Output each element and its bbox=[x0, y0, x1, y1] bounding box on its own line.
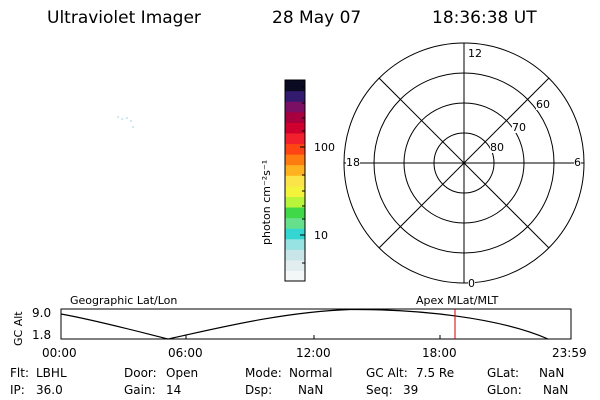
colorbar-frame bbox=[284, 79, 306, 282]
altitude-curve bbox=[60, 308, 549, 340]
status-dsp-label: Dsp: bbox=[245, 383, 273, 397]
colorbar-segment bbox=[285, 249, 305, 261]
status-glon-label: GLon: bbox=[487, 383, 522, 397]
colorbar-segment bbox=[285, 90, 305, 102]
colorbar-segment bbox=[285, 154, 305, 166]
colorbar-segment bbox=[285, 259, 305, 272]
status-seq-label: Seq: bbox=[366, 383, 393, 397]
polar-label-mlt-0: 0 bbox=[468, 277, 475, 290]
colorbar-segment bbox=[285, 164, 305, 176]
timeline-left-label: Geographic Lat/Lon bbox=[70, 294, 178, 307]
observation-time: 18:36:38 UT bbox=[432, 8, 537, 28]
polar-label-lat-60: 60 bbox=[536, 98, 550, 111]
status-ip-label: IP: bbox=[10, 383, 25, 397]
status-mode-label: Mode: bbox=[245, 366, 282, 380]
observation-date: 28 May 07 bbox=[272, 8, 362, 28]
colorbar-segment bbox=[285, 80, 305, 92]
status-gain-label: Gain: bbox=[124, 383, 156, 397]
status-mode-value: Normal bbox=[289, 366, 333, 380]
status-filter-value: LBHL bbox=[36, 366, 67, 380]
status-door-label: Door: bbox=[124, 366, 157, 380]
status-dsp-value: NaN bbox=[298, 383, 324, 397]
colorbar-segment bbox=[285, 196, 305, 208]
timeline-y-axis-label: GC Alt bbox=[12, 311, 25, 346]
colorbar-segment bbox=[285, 228, 305, 240]
timeline-frame bbox=[60, 308, 572, 340]
image-speckle bbox=[117, 116, 119, 118]
status-glon-value: NaN bbox=[543, 383, 569, 397]
instrument-title: Ultraviolet Imager bbox=[47, 8, 201, 28]
colorbar-segment bbox=[285, 101, 305, 113]
status-seq-value: 39 bbox=[403, 383, 419, 397]
colorbar-segments bbox=[285, 80, 305, 282]
timeline-x-tick-0600: 06:00 bbox=[168, 346, 203, 360]
polar-meridian-diagonal bbox=[378, 77, 550, 249]
colorbar-tick-label-10: 10 bbox=[314, 229, 328, 242]
status-filter-label: Flt: bbox=[10, 366, 29, 380]
polar-label-mlt-18: 18 bbox=[346, 156, 360, 169]
timeline-x-tick-1800: 18:00 bbox=[422, 346, 457, 360]
image-speckle bbox=[126, 117, 128, 119]
polar-label-mlt-12: 12 bbox=[468, 47, 482, 60]
colorbar-segment bbox=[285, 217, 305, 229]
colorbar-segment bbox=[285, 238, 305, 250]
colorbar-segment bbox=[285, 132, 305, 145]
polar-label-mlt-6: 6 bbox=[574, 156, 581, 169]
status-glat-value: NaN bbox=[539, 366, 565, 380]
colorbar-segment bbox=[285, 111, 305, 123]
timeline-y-min: 1.8 bbox=[32, 328, 52, 342]
status-gc-alt-label: GC Alt: bbox=[366, 366, 408, 380]
image-speckle bbox=[130, 120, 132, 122]
timeline-x-tick-1200: 12:00 bbox=[296, 346, 331, 360]
status-gain-value: 14 bbox=[166, 383, 182, 397]
timeline-right-label: Apex MLat/MLT bbox=[416, 294, 499, 307]
colorbar-segment bbox=[285, 270, 305, 282]
colorbar-segment bbox=[285, 206, 305, 219]
colorbar-segment bbox=[285, 122, 305, 134]
timeline-y-max: 9.0 bbox=[32, 306, 52, 320]
colorbar-segment bbox=[285, 185, 305, 197]
polar-label-lat-80: 80 bbox=[490, 141, 504, 154]
status-ip-value: 36.0 bbox=[36, 383, 63, 397]
status-glat-label: GLat: bbox=[487, 366, 520, 380]
timeline-x-tick-0000: 00:00 bbox=[42, 346, 77, 360]
polar-label-lat-70: 70 bbox=[512, 121, 526, 134]
status-door-value: Open bbox=[166, 366, 199, 380]
colorbar-segment bbox=[285, 143, 305, 155]
colorbar-tick-label-100: 100 bbox=[314, 141, 335, 154]
status-gc-alt-value: 7.5 Re bbox=[416, 366, 455, 380]
image-speckle bbox=[132, 126, 134, 128]
colorbar-segment bbox=[285, 175, 305, 187]
image-speckle bbox=[121, 118, 123, 120]
timeline-x-tick-2359: 23:59 bbox=[552, 346, 587, 360]
